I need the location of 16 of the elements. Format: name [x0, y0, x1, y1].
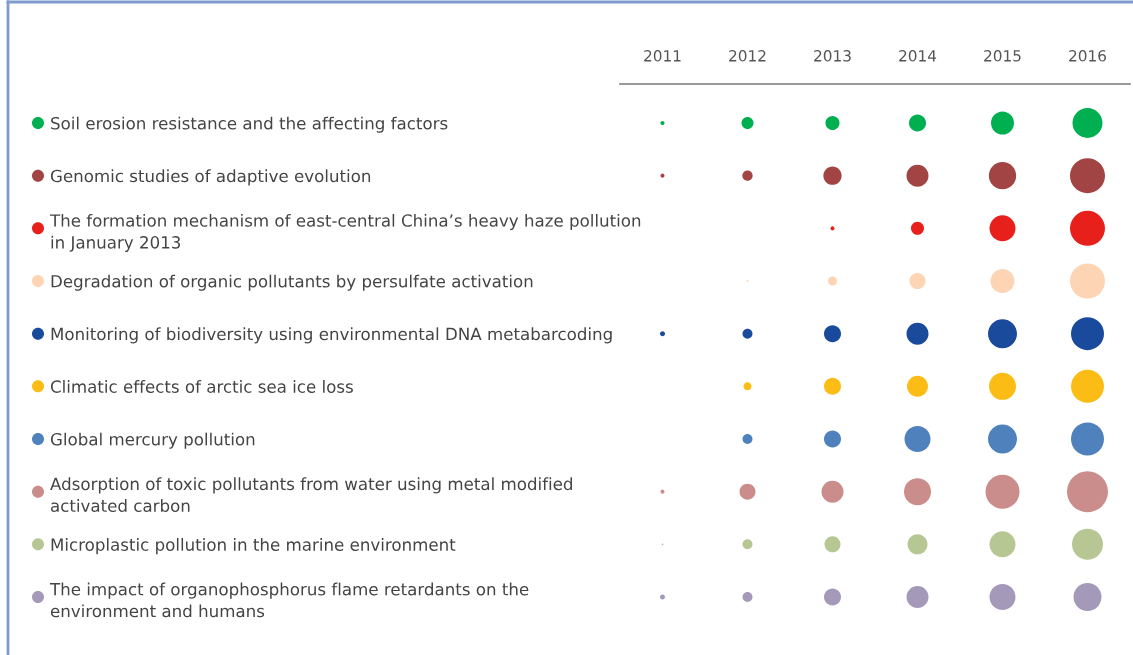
- y-tick-label: Soil erosion resistance and the affecting factors: [51, 116, 448, 133]
- y-tick-label: Microplastic pollution in the marine environment: [51, 538, 456, 555]
- x-tick-label: 2015: [984, 50, 1021, 62]
- y-tick-label: Global mercury pollution: [50, 432, 255, 449]
- y-tick-label: The formation mechanism of east-central China’s heavy haze pollution in January 2013: [49, 213, 641, 252]
- y-tick-label: Genomic studies of adaptive evolution: [50, 169, 371, 186]
- y-tick-label: Degradation of organic pollutants by persulfate activation: [51, 274, 533, 291]
- y-tick-label: Climatic effects of arctic sea ice loss: [50, 380, 353, 393]
- y-tick-label: The impact of organophosphorus flame retardants on the environment and humans: [49, 582, 529, 618]
- x-tick-label: 2013: [814, 50, 851, 62]
- x-tick-label: 2016: [1069, 50, 1106, 62]
- y-tick-label: Monitoring of biodiversity using environmental DNA metabarcoding: [51, 327, 612, 344]
- x-tick-label: 2014: [899, 50, 937, 62]
- y-tick-label: Adsorption of toxic pollutants from water using metal modified activated carbon: [50, 477, 572, 512]
- x-tick-label: 2011: [644, 50, 681, 62]
- x-tick-label: 2012: [729, 50, 766, 62]
